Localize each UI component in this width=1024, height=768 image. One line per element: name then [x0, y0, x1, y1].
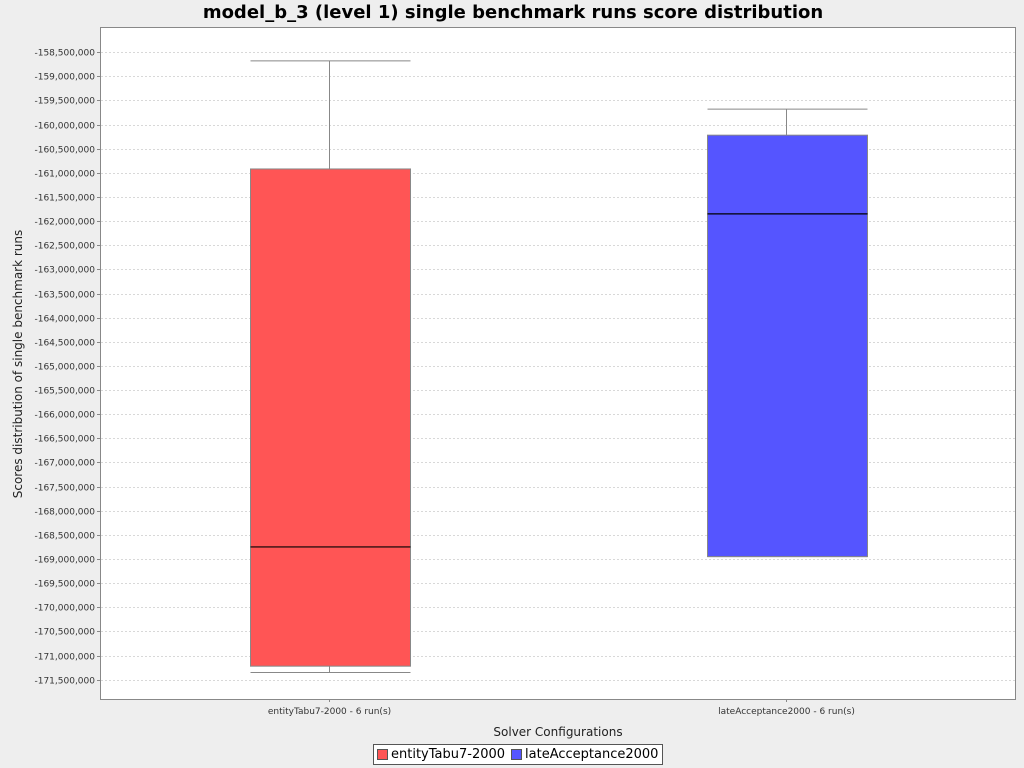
legend-label: entityTabu7-2000: [391, 747, 506, 762]
y-axis-label: Scores distribution of single benchmark …: [11, 230, 25, 499]
y-tick-label: -166,000,000: [34, 411, 95, 421]
y-tick-label: -168,500,000: [34, 532, 95, 542]
iqr-box: [707, 134, 868, 558]
y-tick-label: -162,000,000: [34, 218, 95, 228]
legend-label: lateAcceptance2000: [525, 747, 659, 762]
y-tick-label: -162,500,000: [34, 242, 95, 252]
legend-swatch: [511, 749, 523, 760]
y-tick-label: -168,000,000: [34, 508, 95, 518]
y-tick-label: -164,000,000: [34, 315, 95, 325]
box-lateAcceptance2000: [707, 108, 868, 558]
y-tick-label: -171,000,000: [34, 653, 95, 663]
legend-swatch: [377, 749, 388, 760]
iqr-box: [250, 168, 411, 667]
y-tick-label: -159,500,000: [34, 97, 95, 107]
y-tick-label: -165,000,000: [34, 363, 95, 373]
y-tick-label: -163,000,000: [34, 266, 95, 276]
x-axis-label: Solver Configurations: [493, 725, 622, 739]
y-tick-label: -161,000,000: [34, 170, 95, 180]
boxes: [250, 60, 868, 673]
y-tick-label: -159,000,000: [34, 73, 95, 83]
y-tick-label: -170,500,000: [34, 628, 95, 638]
y-tick-label: -171,500,000: [34, 677, 95, 687]
y-tick-label: -166,500,000: [34, 435, 95, 445]
y-tick-label: -160,000,000: [34, 122, 95, 132]
chart-title: model_b_3 (level 1) single benchmark run…: [203, 2, 823, 23]
y-axis-ticks: -171,500,000 -171,000,000 -170,500,000 -170…: [34, 49, 101, 687]
legend: entityTabu7-2000 lateAcceptance2000: [373, 744, 664, 765]
y-tick-label: -163,500,000: [34, 291, 95, 301]
y-tick-label: -170,000,000: [34, 604, 95, 614]
y-tick-label: -165,500,000: [34, 387, 95, 397]
y-tick-label: -158,500,000: [34, 49, 95, 59]
y-tick-label: -169,500,000: [34, 580, 95, 590]
y-tick-label: -167,500,000: [34, 484, 95, 494]
y-tick-label: -169,000,000: [34, 556, 95, 566]
box-entityTabu7-2000: [250, 60, 411, 673]
x-axis-categories: entityTabu7-2000 - 6 run(s) lateAcceptanc…: [268, 699, 855, 717]
legend-item: entityTabu7-2000: [377, 747, 505, 762]
y-tick-label: -161,500,000: [34, 194, 95, 204]
x-category-label: entityTabu7-2000 - 6 run(s): [268, 707, 391, 717]
y-tick-label: -164,500,000: [34, 339, 95, 349]
plot-area: [100, 27, 1016, 700]
x-category-label: lateAcceptance2000 - 6 run(s): [718, 707, 855, 717]
y-tick-label: -160,500,000: [34, 146, 95, 156]
legend-item: lateAcceptance2000: [511, 747, 658, 762]
y-tick-label: -167,000,000: [34, 459, 95, 469]
